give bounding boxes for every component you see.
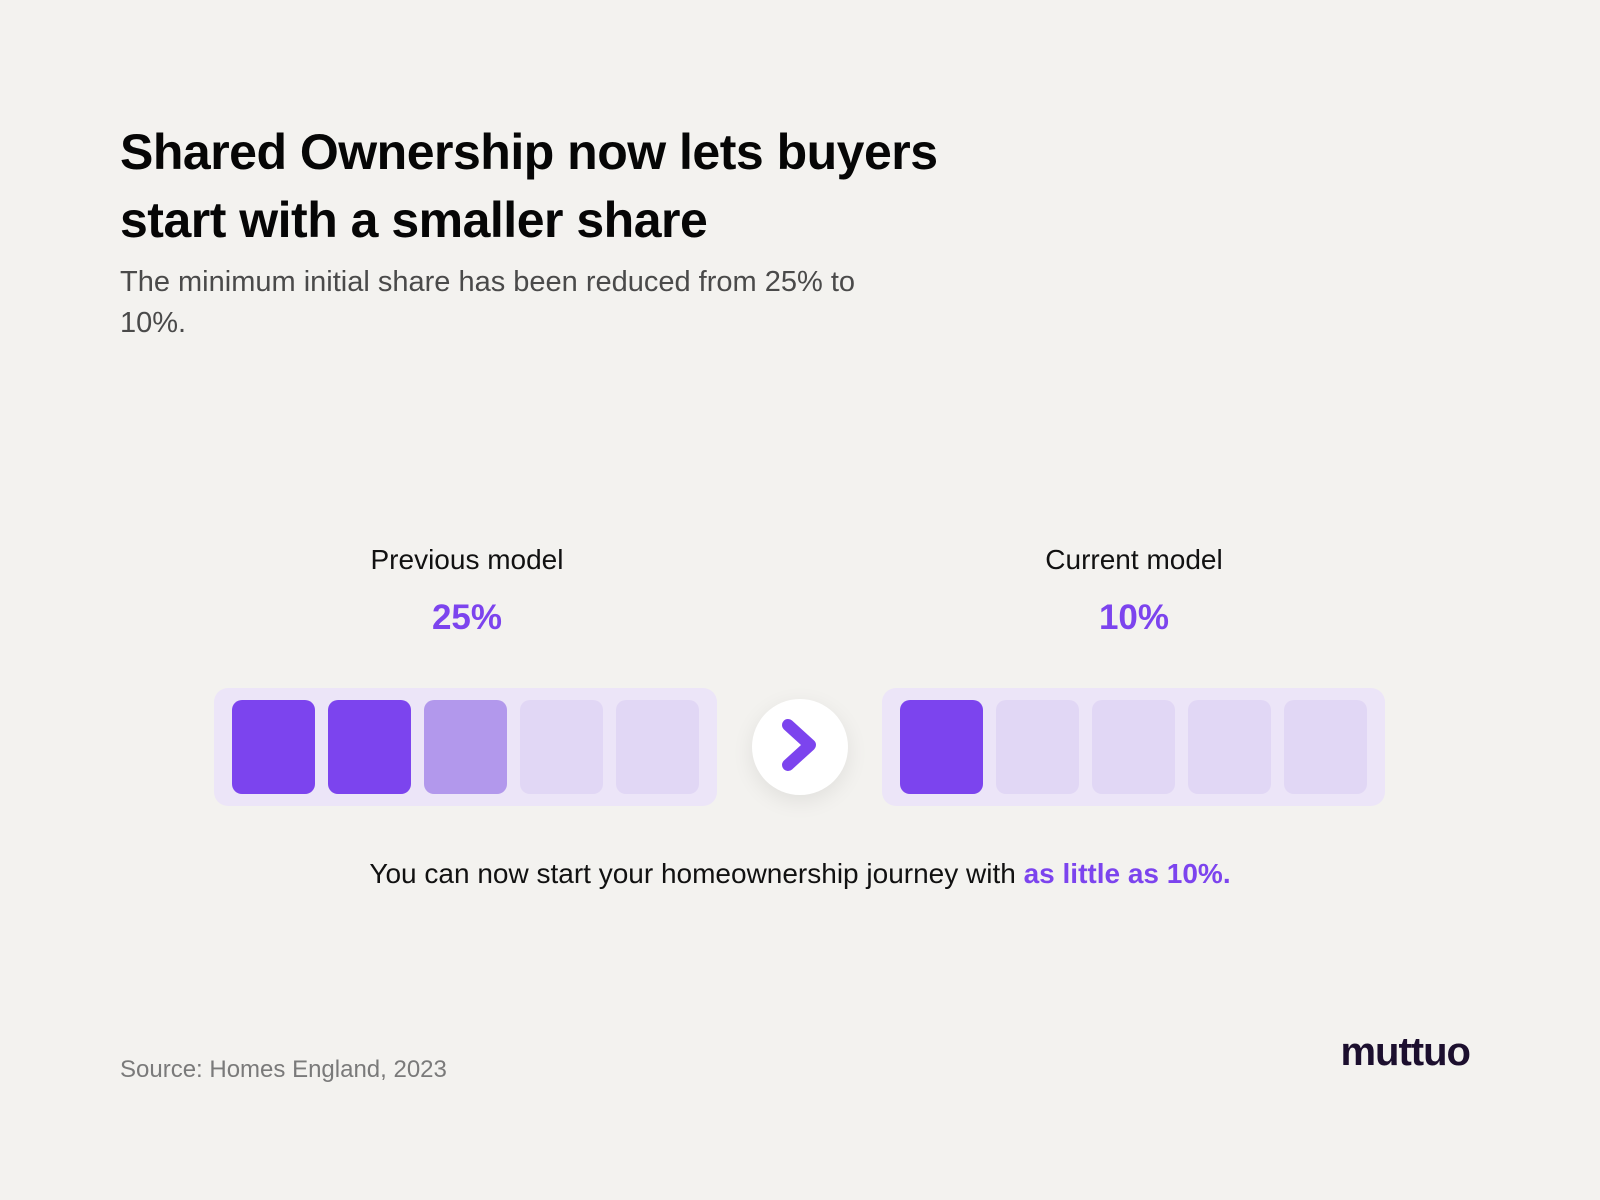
footnote-highlight: as little as 10%. <box>1023 858 1231 889</box>
previous-share-segment <box>520 700 603 794</box>
previous-share-segment <box>328 700 411 794</box>
previous-model-value: 25% <box>431 598 503 637</box>
transition-arrow <box>752 699 848 795</box>
page-subtitle: The minimum initial share has been reduc… <box>120 266 856 339</box>
current-share-segment <box>996 700 1079 794</box>
source-note: Source: Homes England, 2023 <box>120 1056 447 1083</box>
current-model-label: Current model <box>1045 544 1223 575</box>
previous-share-segment <box>232 700 315 794</box>
current-share-track <box>882 688 1385 806</box>
previous-share-segment <box>424 700 507 794</box>
current-share-segment <box>1188 700 1271 794</box>
previous-share-segment <box>616 700 699 794</box>
footnote: You can now start your homeownership jou… <box>0 858 1600 890</box>
footnote-text: You can now start your homeownership jou… <box>369 858 1024 889</box>
page-title: Shared Ownership now lets buyers start w… <box>120 124 938 248</box>
previous-model-label: Previous model <box>370 544 564 575</box>
muttuo-logo: muttuo <box>1340 1030 1471 1074</box>
chevron-right-icon <box>778 717 822 778</box>
current-share-segment <box>1284 700 1367 794</box>
current-share-segment <box>1092 700 1175 794</box>
current-share-segment <box>900 700 983 794</box>
previous-share-track <box>214 688 717 806</box>
current-model-value: 10% <box>1098 598 1170 637</box>
